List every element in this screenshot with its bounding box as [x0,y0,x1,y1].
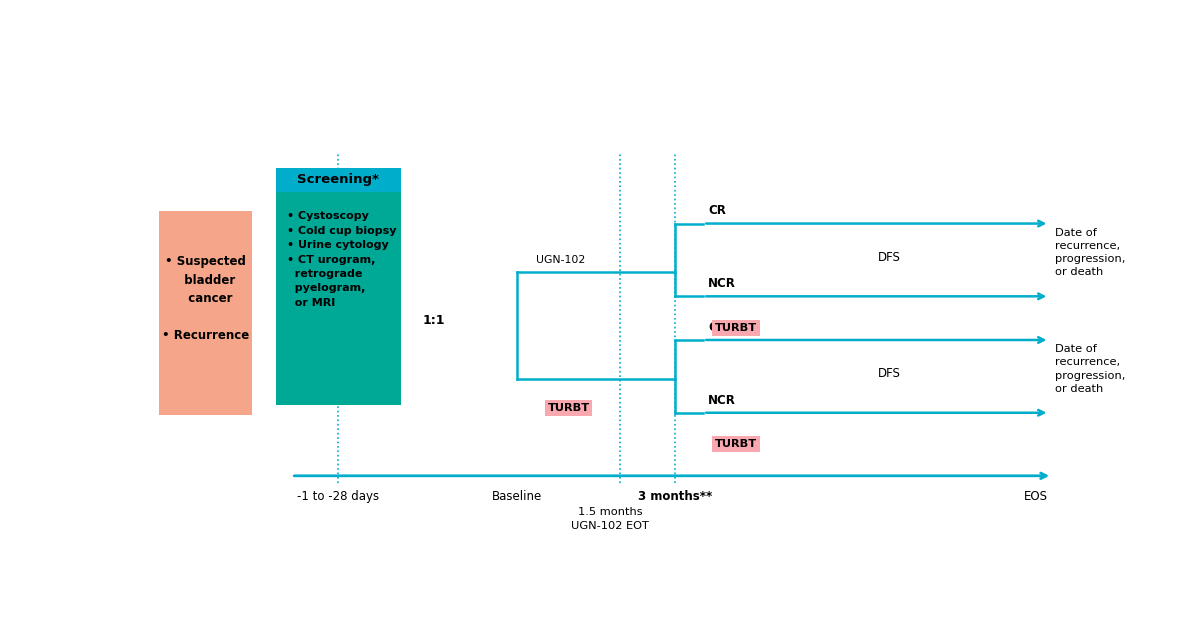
Text: -1 to -28 days: -1 to -28 days [296,490,379,503]
Text: Screening*: Screening* [298,173,379,186]
Text: 3 months**: 3 months** [638,490,713,503]
Text: TURBT: TURBT [715,323,757,333]
Text: • Suspected
  bladder
  cancer

• Recurrence: • Suspected bladder cancer • Recurrence [162,255,250,342]
FancyBboxPatch shape [276,168,401,192]
Text: TURBT: TURBT [547,403,589,413]
Text: CR: CR [708,204,726,217]
Text: CR: CR [708,321,726,334]
Text: 1.5 months
UGN-102 EOT: 1.5 months UGN-102 EOT [571,507,649,530]
Text: NCR: NCR [708,394,736,407]
FancyBboxPatch shape [276,192,401,406]
Text: DFS: DFS [878,367,901,381]
Text: DFS: DFS [878,251,901,264]
FancyBboxPatch shape [160,212,252,415]
Text: Baseline: Baseline [492,490,542,503]
Text: TURBT: TURBT [715,439,757,449]
Text: 1:1: 1:1 [422,314,445,327]
Text: NCR: NCR [708,277,736,290]
Text: UGN-102: UGN-102 [536,255,586,265]
Text: Date of
recurrence,
progression,
or death: Date of recurrence, progression, or deat… [1055,228,1126,277]
Text: • Cystoscopy
• Cold cup biopsy
• Urine cytology
• CT urogram,
  retrograde
  pye: • Cystoscopy • Cold cup biopsy • Urine c… [287,212,396,308]
Text: EOS: EOS [1024,490,1048,503]
Text: Date of
recurrence,
progression,
or death: Date of recurrence, progression, or deat… [1055,344,1126,394]
